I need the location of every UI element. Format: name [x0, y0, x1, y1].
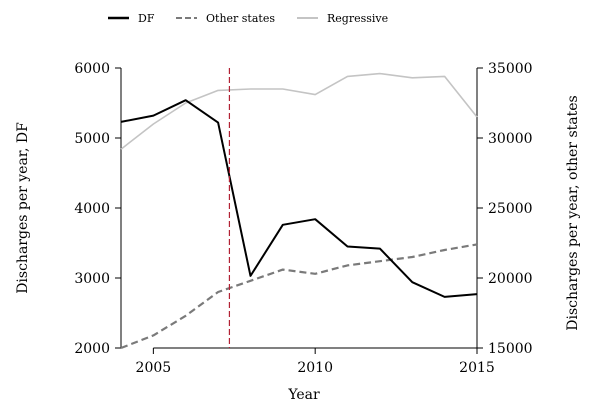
y-left-tick-label: 3000 [74, 271, 110, 287]
x-tick-label: 2010 [297, 360, 333, 376]
series-line-other-states [120, 243, 478, 350]
x-tick-label: 2005 [136, 360, 172, 376]
y-axis-right-label: Discharges per year, other states [565, 95, 581, 330]
x-tick-label: 2015 [459, 360, 495, 376]
series-layer [120, 68, 478, 350]
legend: DF Other states Regressive [108, 12, 388, 25]
y-right-tick-label: 35000 [488, 61, 533, 77]
y-right-tick-label: 30000 [488, 131, 533, 147]
axes: 2000 3000 4000 5000 6000 15000 20000 25000 30000… [74, 61, 532, 376]
y-right-tick-label: 20000 [488, 271, 533, 287]
y-left-tick-label: 4000 [74, 201, 110, 217]
y-left-tick-label: 6000 [74, 61, 110, 77]
y-axis-left-label: Discharges per year, DF [15, 122, 31, 294]
legend-label: Other states [206, 12, 275, 25]
y-right-tick-label: 15000 [488, 341, 533, 357]
y-right-tick-label: 25000 [488, 201, 533, 217]
series-line-df [120, 99, 478, 298]
legend-label: DF [138, 12, 155, 25]
y-left-tick-label: 5000 [74, 131, 110, 147]
legend-label: Regressive [327, 12, 388, 25]
series-line-regressive [120, 72, 478, 150]
x-axis-label: Year [287, 387, 320, 403]
y-left-tick-label: 2000 [74, 341, 110, 357]
